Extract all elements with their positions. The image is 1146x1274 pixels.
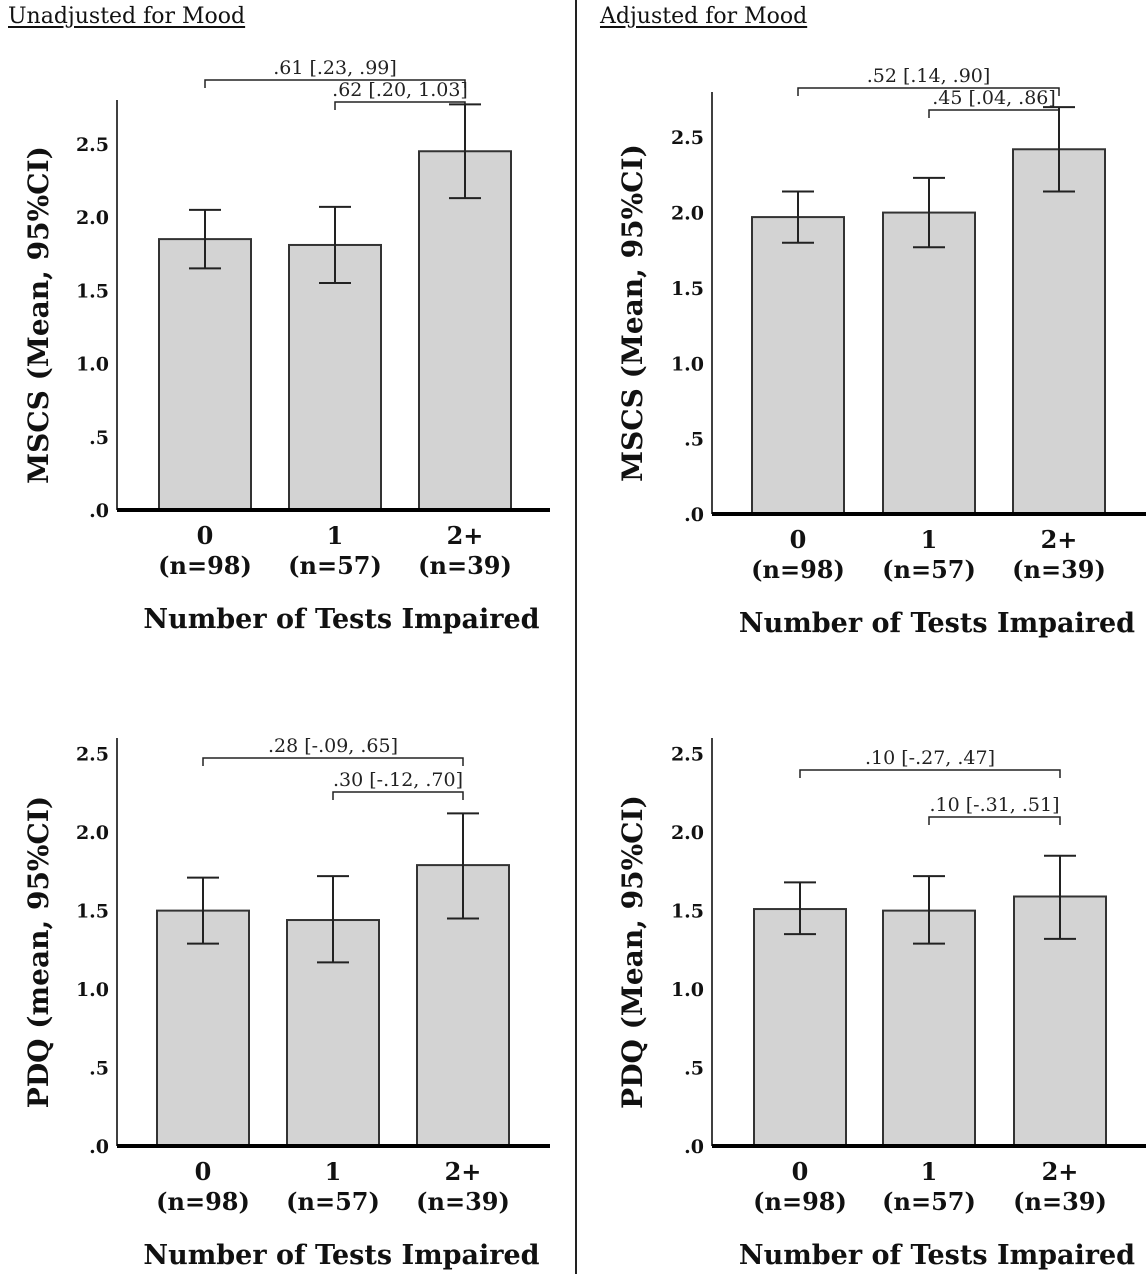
right-column-heading: Adjusted for Mood [600,4,808,29]
y-tick-label: .5 [89,1058,109,1080]
y-tick-label: 1.0 [671,353,704,375]
y-tick-label: .0 [89,1136,109,1158]
comparison-label: .10 [-.31, .51] [929,794,1059,816]
y-tick-label: .5 [684,1058,704,1080]
x-category-n-label: (n=57) [288,551,382,580]
comparison-bracket [799,769,1061,778]
comparison-label: .61 [.23, .99] [273,57,397,79]
column-divider [575,0,577,1274]
x-category-n-label: (n=57) [882,1187,976,1216]
chart-msc-unadjusted: .0 .5 1.0 1.5 2.0 2.5 0(n=98) 1(n=57) 2+(n=39) Nu… [22,57,550,635]
x-category-label: 0 [197,521,214,550]
comparison-bracket [797,87,1060,96]
comparison-bracket [334,101,466,110]
chart-pdq-unadjusted: .0 .5 1.0 1.5 2.0 2.5 0(n=98) 1(n=57) 2+(n=39) Nu… [22,735,550,1271]
y-tick-label: 2.5 [76,134,109,156]
x-category-label: 2+ [447,521,484,550]
bar [1012,148,1106,516]
chart-pdq-adjusted: .0 .5 1.0 1.5 2.0 2.5 0(n=98) 1(n=57) 2+(n=39) Nu… [616,738,1146,1271]
comparison-label: .62 [.20, 1.03] [332,79,468,101]
bar [158,238,252,511]
comparison-label: .30 [-.12, .70] [333,769,463,791]
comparison-bracket [928,816,1061,825]
left-column-heading: Unadjusted for Mood [8,4,246,29]
y-tick-label: .0 [89,500,109,522]
y-tick-label: 2.0 [76,822,109,844]
y-tick-label: .0 [684,504,704,526]
y-tick-label: 2.0 [671,822,704,844]
x-category-n-label: (n=39) [418,551,512,580]
y-axis-title: MSCS (Mean, 95%CI) [616,144,649,482]
x-category-label: 2+ [1042,1157,1079,1186]
x-category-n-label: (n=57) [286,1187,380,1216]
x-category-n-label: (n=98) [753,1187,847,1216]
x-category-n-label: (n=98) [156,1187,250,1216]
x-category-n-label: (n=98) [751,555,845,584]
comparison-bracket [204,79,466,88]
x-category-n-label: (n=57) [882,555,976,584]
comparison-bracket [928,109,1060,118]
x-category-n-label: (n=39) [416,1187,510,1216]
x-axis-title: Number of Tests Impaired [739,1240,1135,1271]
x-category-label: 1 [921,525,938,554]
x-category-label: 1 [325,1157,342,1186]
y-tick-label: 2.5 [671,744,704,766]
x-axis-title: Number of Tests Impaired [739,608,1135,639]
bar [751,216,845,515]
y-tick-label: 2.0 [76,207,109,229]
y-tick-label: 2.5 [671,127,704,149]
x-category-label: 0 [790,525,807,554]
y-tick-label: 2.5 [76,744,109,766]
comparison-label: .45 [.04, .86] [932,87,1056,109]
y-tick-label: .0 [684,1136,704,1158]
comparison-label: .10 [-.27, .47] [865,747,995,769]
y-tick-label: 1.0 [76,979,109,1001]
bar [753,908,847,1147]
x-category-n-label: (n=39) [1012,555,1106,584]
bar [882,909,976,1147]
y-tick-label: 1.0 [671,979,704,1001]
comparison-bracket [202,757,464,766]
bar [882,211,976,515]
x-category-label: 2+ [445,1157,482,1186]
y-axis-title: PDQ (Mean, 95%CI) [616,795,649,1109]
comparison-bracket [332,791,464,800]
x-category-n-label: (n=39) [1013,1187,1107,1216]
chart-msc-adjusted: .0 .5 1.0 1.5 2.0 2.5 0(n=98) 1(n=57) 2+(n=39) Nu… [616,65,1146,639]
y-tick-label: .5 [89,427,109,449]
y-tick-label: 1.5 [76,901,109,923]
x-category-label: 0 [195,1157,212,1186]
y-axis-title: PDQ (mean, 95%CI) [22,796,55,1108]
comparison-label: .28 [-.09, .65] [268,735,398,757]
x-category-label: 1 [327,521,344,550]
y-tick-label: 1.0 [76,354,109,376]
y-tick-label: .5 [684,429,704,451]
x-category-n-label: (n=98) [158,551,252,580]
y-tick-label: 1.5 [671,278,704,300]
x-category-label: 1 [921,1157,938,1186]
bar [156,909,250,1147]
y-tick-label: 2.0 [671,203,704,225]
x-axis-title: Number of Tests Impaired [143,604,539,635]
y-tick-label: 1.5 [76,280,109,302]
bar [418,150,512,511]
comparison-label: .52 [.14, .90] [867,65,991,87]
x-category-label: 0 [792,1157,809,1186]
x-category-label: 2+ [1041,525,1078,554]
y-tick-label: 1.5 [671,901,704,923]
y-axis-title: MSCS (Mean, 95%CI) [22,146,55,484]
bar [288,243,382,511]
x-axis-title: Number of Tests Impaired [143,1240,539,1271]
